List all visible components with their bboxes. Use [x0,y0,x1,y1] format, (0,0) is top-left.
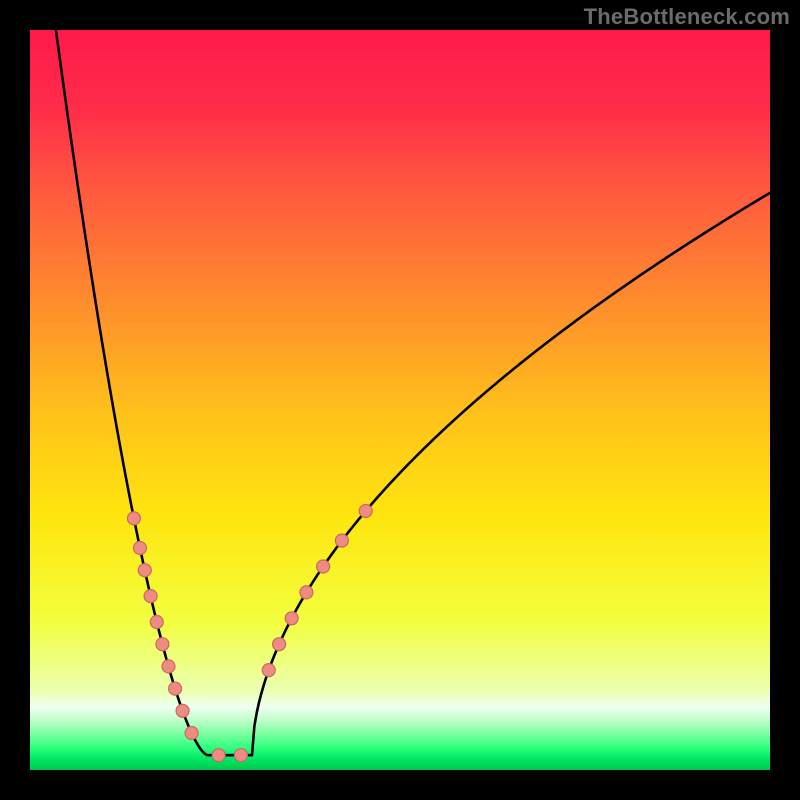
curve-marker [162,660,175,673]
chart-stage: { "meta": { "watermark_text": "TheBottle… [0,0,800,800]
curve-marker [285,612,298,625]
curve-marker [317,560,330,573]
curve-marker [359,505,372,518]
curve-marker [133,542,146,555]
curve-marker [176,704,189,717]
curve-marker [300,586,313,599]
curve-marker [169,682,182,695]
curve-marker [273,638,286,651]
curve-marker [156,638,169,651]
curve-marker [262,664,275,677]
curve-marker [150,616,163,629]
gradient-plot-area [30,30,770,770]
curve-marker [144,590,157,603]
curve-marker [138,564,151,577]
curve-marker [127,512,140,525]
curve-marker [212,749,225,762]
curve-marker [185,727,198,740]
watermark-text: TheBottleneck.com [584,4,790,30]
bottleneck-chart-svg [0,0,800,800]
curve-marker [234,749,247,762]
curve-marker [335,534,348,547]
